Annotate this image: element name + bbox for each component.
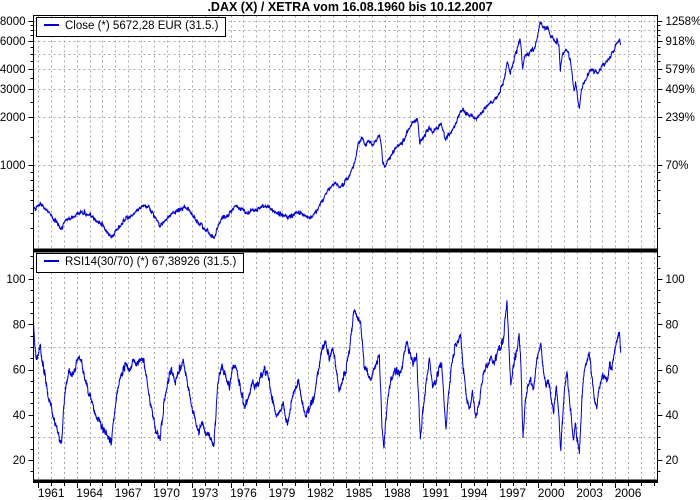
price-left-tick-label: 1000 — [0, 160, 26, 172]
price-right-tick-label: 70% — [666, 160, 689, 172]
year-tick-label: 1994 — [461, 486, 488, 500]
x-axis-line — [33, 480, 658, 483]
year-tick-label: 2006 — [615, 486, 642, 500]
frames — [33, 15, 658, 483]
year-tick-label: 1964 — [76, 486, 103, 500]
year-tick-label: 1982 — [307, 486, 334, 500]
price-right-tick-label: 239% — [666, 112, 695, 124]
price-left-tick-label: 2000 — [0, 112, 26, 124]
rsi-left-tick-label: 100 — [6, 274, 25, 286]
year-tick-label: 2000 — [538, 486, 565, 500]
rsi-right-tick-label: 40 — [666, 410, 679, 422]
year-tick-label: 1961 — [38, 486, 65, 500]
year-tick-label: 2003 — [576, 486, 603, 500]
price-left-tick-label: 4000 — [0, 64, 26, 76]
price-right-tick-label: 409% — [666, 84, 695, 96]
series — [33, 21, 622, 455]
year-tick-label: 1979 — [269, 486, 296, 500]
rsi-right-tick-label: 60 — [666, 365, 679, 377]
rsi-right-tick-label: 80 — [666, 319, 679, 331]
year-tick-label: 1985 — [346, 486, 373, 500]
price-panel-frame — [33, 15, 658, 250]
rsi-right-tick-label: 20 — [666, 455, 679, 467]
price-legend-label: Close (*) 5672,28 EUR (31.5.) — [65, 20, 219, 32]
price-legend[interactable]: Close (*) 5672,28 EUR (31.5.) — [36, 17, 227, 37]
price-right-tick-label: 1258% — [666, 16, 700, 28]
rsi-left-tick-label: 20 — [13, 455, 26, 467]
price-right-tick-label: 579% — [666, 64, 695, 76]
price-right-tick-label: 918% — [666, 36, 695, 48]
rsi-legend-label: RSI14(30/70) (*) 67,38926 (31.5.) — [65, 256, 237, 268]
close-series-line — [33, 21, 621, 240]
price-left-tick-label: 3000 — [0, 84, 26, 96]
panel-divider — [33, 249, 658, 252]
rsi-left-tick-label: 60 — [13, 365, 26, 377]
year-tick-label: 1970 — [153, 486, 180, 500]
price-left-tick-label: 6000 — [0, 36, 26, 48]
price-left-tick-label: 8000 — [0, 16, 26, 28]
price-legend-line-sample-icon — [44, 23, 59, 26]
year-tick-label: 1967 — [115, 486, 142, 500]
year-tick-label: 1976 — [230, 486, 257, 500]
rsi-right-tick-label: 100 — [666, 274, 685, 286]
gridlines — [33, 15, 658, 480]
chart-title: .DAX (X) / XETRA vom 16.08.1960 bis 10.1… — [207, 0, 493, 14]
year-tick-label: 1988 — [384, 486, 411, 500]
rsi-series-line — [33, 300, 622, 455]
axis-ticks — [28, 21, 663, 488]
year-tick-label: 1991 — [422, 486, 449, 500]
year-tick-label: 1973 — [192, 486, 219, 500]
rsi-left-tick-label: 80 — [13, 319, 26, 331]
year-tick-label: 1997 — [499, 486, 526, 500]
rsi-left-tick-label: 40 — [13, 410, 26, 422]
rsi-legend[interactable]: RSI14(30/70) (*) 67,38926 (31.5.) — [36, 253, 245, 273]
rsi-legend-line-sample-icon — [44, 259, 59, 262]
